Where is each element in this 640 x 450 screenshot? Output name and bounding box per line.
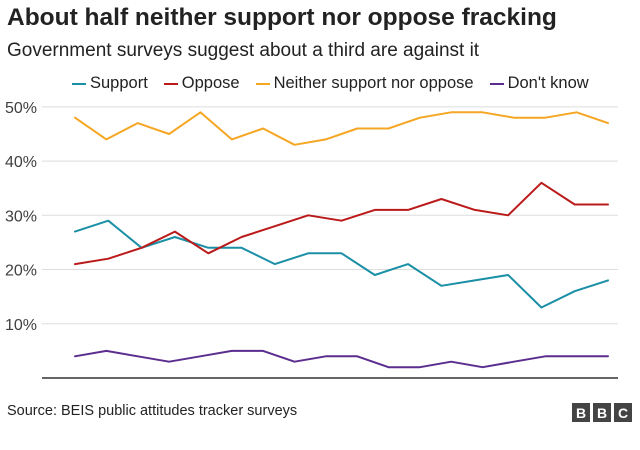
legend-swatch	[163, 82, 178, 85]
series-line-support	[74, 219, 609, 309]
legend-label: Neither support nor oppose	[273, 74, 474, 92]
chart-title: About half neither support nor oppose fr…	[7, 4, 557, 31]
series-line-oppose	[74, 181, 609, 266]
legend: Support Oppose Neither support nor oppose D…	[72, 74, 605, 93]
line-chart: 10%20%30%40%50%Mar-14Mar-15Mar-16Mar-17M…	[5, 100, 618, 379]
series-line-neither-support-nor-oppose	[74, 111, 609, 146]
legend-swatch	[72, 82, 86, 85]
y-tick-label: 10%	[5, 317, 37, 334]
logo-letter-b2: B	[593, 403, 611, 422]
source-note: Source: BEIS public attitudes tracker su…	[7, 403, 298, 419]
legend-item-support: Support	[72, 74, 148, 93]
legend-item-oppose: Oppose	[163, 74, 240, 93]
y-tick-label: 50%	[5, 100, 37, 117]
logo-letter-c: C	[614, 403, 632, 422]
legend-item-neither-support-nor-oppose: Neither support nor oppose	[255, 74, 474, 93]
legend-swatch	[489, 82, 504, 85]
chart-subtitle: Government surveys suggest about a third…	[7, 40, 480, 61]
logo-letter-b1: B	[572, 403, 590, 422]
legend-label: Support	[90, 74, 148, 92]
bbc-logo: B B C	[572, 403, 632, 422]
legend-item-don-t-know: Don't know	[489, 74, 589, 93]
legend-swatch	[255, 82, 270, 85]
y-tick-label: 30%	[5, 208, 37, 225]
legend-label: Oppose	[181, 74, 240, 92]
legend-label: Don't know	[507, 74, 589, 92]
y-tick-label: 20%	[5, 263, 37, 280]
series-line-don-t-know	[74, 349, 609, 369]
y-tick-label: 40%	[5, 154, 37, 171]
